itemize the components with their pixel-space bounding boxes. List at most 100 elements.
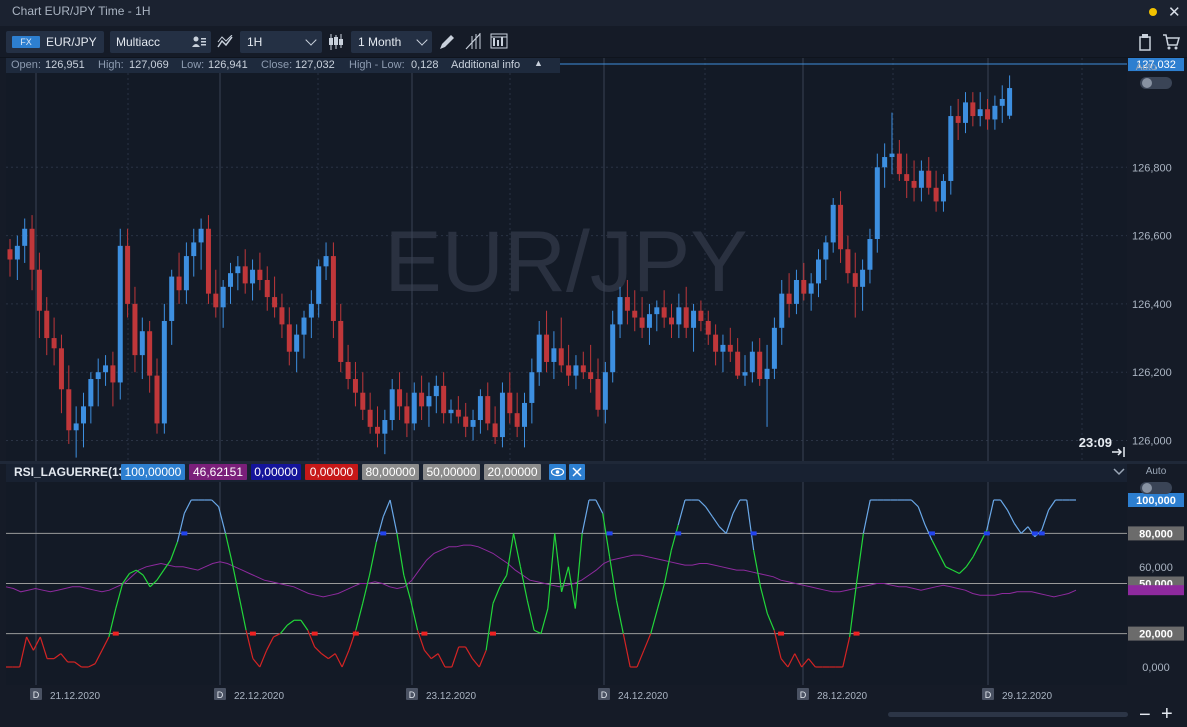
rsi-line-segment bbox=[115, 583, 124, 609]
candle-down-body bbox=[683, 307, 689, 328]
price-tick-labels: 126,800 126,600 126,400 126,200 126,000 bbox=[1132, 162, 1172, 447]
candle-down-body bbox=[367, 409, 373, 427]
rsi-line-segment bbox=[211, 499, 220, 508]
candlestick-type-icon[interactable] bbox=[328, 33, 344, 51]
range-select[interactable]: 1 Month bbox=[351, 31, 432, 53]
candle-down-body bbox=[345, 361, 351, 380]
rsi-line-segment bbox=[657, 583, 666, 609]
candle-down-body bbox=[352, 379, 358, 393]
rsi-line-segment bbox=[451, 646, 460, 668]
time-axis-label: 23.12.2020 bbox=[426, 691, 476, 702]
rsi-indicator-name: RSI_LAGUERRE(13) bbox=[14, 465, 130, 479]
fibonacci-tool-icon[interactable] bbox=[464, 32, 482, 50]
account-selector[interactable]: Multiacc bbox=[110, 31, 211, 53]
candle-up-body bbox=[610, 324, 616, 373]
rsi-line-segment bbox=[355, 603, 364, 631]
auto-scale-label: Auto bbox=[1136, 62, 1157, 73]
rsi-line-segment bbox=[129, 569, 137, 575]
rsi-line-segment bbox=[506, 533, 515, 576]
candle-up-body bbox=[316, 266, 322, 304]
timeframe-select[interactable]: 1H bbox=[240, 31, 322, 53]
additional-info-toggle[interactable]: Additional info bbox=[451, 59, 521, 71]
window-title: Chart EUR/JPY Time - 1H bbox=[12, 4, 151, 18]
candle-down-body bbox=[713, 334, 719, 352]
eye-visibility-icon[interactable] bbox=[549, 464, 566, 480]
pencil-draw-icon[interactable] bbox=[438, 33, 456, 51]
price-tick-label: 126,400 bbox=[1132, 299, 1172, 311]
time-axis-label: 29.12.2020 bbox=[1002, 691, 1052, 702]
candle-up-body bbox=[948, 116, 954, 181]
symbol-selector[interactable]: FX EUR/JPY bbox=[6, 31, 104, 53]
candle-up-body bbox=[882, 157, 888, 168]
rsi-line-segment bbox=[122, 573, 130, 584]
candle-up-body bbox=[676, 307, 682, 325]
rsi-line-segment bbox=[163, 559, 172, 571]
symbol-label: EUR/JPY bbox=[46, 35, 97, 49]
clipboard-icon[interactable] bbox=[1138, 33, 1152, 51]
rsi-line-segment bbox=[396, 533, 405, 576]
rsi-line-segment bbox=[1034, 529, 1043, 538]
candle-down-body bbox=[36, 269, 42, 311]
candle-up-body bbox=[793, 279, 799, 304]
rsi-cross-marker bbox=[853, 631, 860, 636]
indicators-icon[interactable] bbox=[490, 33, 508, 49]
rsi-collapse-chevron-icon[interactable] bbox=[1113, 468, 1125, 476]
rsi-line-segment bbox=[403, 574, 412, 601]
candle-up-body bbox=[808, 283, 814, 294]
price-grid bbox=[6, 58, 1127, 461]
candle-down-body bbox=[154, 375, 160, 424]
rsi-line-segment bbox=[218, 506, 227, 534]
candle-down-body bbox=[375, 426, 380, 434]
scroll-to-end-icon[interactable] bbox=[1112, 447, 1125, 457]
price-chart[interactable]: EUR/JPY 126,800126,600126,400126,200126,… bbox=[0, 58, 1187, 461]
rsi-line-segment bbox=[1020, 526, 1029, 534]
account-user-icon bbox=[192, 36, 206, 47]
candle-down-body bbox=[279, 307, 285, 325]
horizontal-scrollbar[interactable] bbox=[888, 712, 1128, 717]
day-marker-box bbox=[214, 688, 226, 700]
candle-down-body bbox=[58, 348, 64, 390]
rsi-level-50-value: 50,00000 bbox=[423, 464, 480, 480]
rsi-line-segment bbox=[801, 658, 809, 668]
chevron-down-icon bbox=[416, 34, 428, 46]
rsi-line-segment bbox=[170, 541, 179, 561]
rsi-line-segment bbox=[519, 566, 528, 601]
candle-up-body bbox=[323, 256, 329, 267]
rsi-line-segment bbox=[368, 541, 377, 576]
chevron-up-icon[interactable]: ▲ bbox=[534, 58, 543, 68]
rsi-line-segment bbox=[430, 653, 439, 660]
remove-indicator-close-icon[interactable] bbox=[569, 464, 585, 480]
rsi-auto-scale-toggle[interactable] bbox=[1140, 482, 1172, 494]
candle-up-body bbox=[720, 344, 726, 352]
asset-class-badge: FX bbox=[12, 36, 40, 48]
candle-up-body bbox=[389, 389, 395, 421]
zoom-in-icon[interactable]: + bbox=[1161, 703, 1173, 725]
day-marker-letter: D bbox=[601, 690, 608, 700]
rsi-line-segment bbox=[938, 553, 947, 568]
candle-down-body bbox=[896, 153, 902, 175]
auto-scale-toggle[interactable] bbox=[1140, 77, 1172, 89]
candles bbox=[7, 75, 1013, 458]
day-marker-box bbox=[797, 688, 809, 700]
candle-up-body bbox=[889, 153, 895, 158]
compare-icon[interactable] bbox=[217, 35, 235, 49]
rsi-line-segment bbox=[547, 533, 556, 609]
candle-down-body bbox=[624, 297, 630, 311]
candle-up-body bbox=[161, 320, 167, 424]
panel-splitter[interactable] bbox=[0, 461, 1187, 464]
candle-up-body bbox=[816, 259, 821, 284]
candle-up-body bbox=[999, 98, 1005, 106]
candle-down-body bbox=[338, 320, 344, 362]
rsi-line-segment bbox=[855, 533, 864, 584]
candle-up-body bbox=[81, 406, 86, 424]
candle-down-body bbox=[455, 409, 461, 417]
rsi-cross-marker bbox=[311, 631, 318, 636]
rsi-param-value: 100,00000 bbox=[121, 464, 185, 480]
rsi-line-segment bbox=[849, 583, 858, 638]
candle-up-body bbox=[654, 307, 660, 315]
close-icon[interactable]: ✕ bbox=[1168, 4, 1181, 21]
rsi-line-segment bbox=[670, 524, 679, 551]
zoom-out-icon[interactable]: − bbox=[1139, 704, 1151, 726]
cart-icon[interactable] bbox=[1162, 33, 1180, 51]
